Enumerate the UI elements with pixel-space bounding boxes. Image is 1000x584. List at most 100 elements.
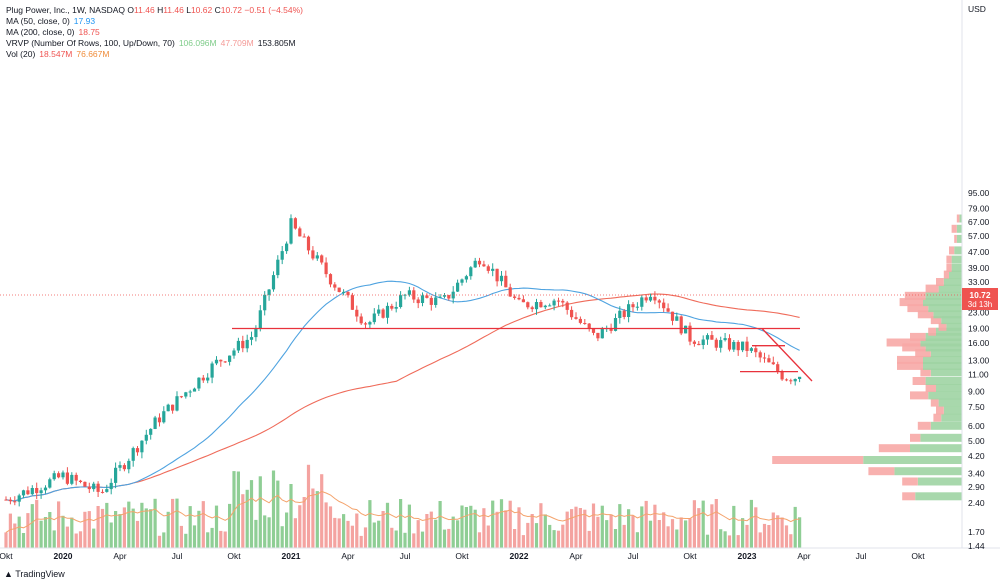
volume-bar [657, 520, 661, 548]
candle-body [166, 404, 170, 412]
volume-bar [87, 511, 91, 548]
volume-bar [548, 524, 552, 548]
candle-body [548, 305, 552, 307]
volume-bar [491, 500, 495, 548]
candle-body [618, 310, 622, 318]
symbol-title[interactable]: Plug Power, Inc., 1W, NASDAQ [6, 5, 126, 15]
price-tick-label: 23.00 [968, 307, 990, 317]
volume-bar [359, 535, 363, 548]
volume-bar [175, 498, 179, 548]
candle-body [591, 328, 596, 333]
candle-body [767, 358, 771, 363]
volume-bar [39, 520, 43, 548]
vp-down-bar [910, 391, 929, 400]
candle-body [311, 250, 315, 259]
volume-bar [570, 509, 574, 548]
candle-body [289, 218, 293, 244]
candle-body [171, 404, 175, 411]
volume-bar [670, 519, 675, 548]
candle-body [105, 489, 109, 492]
volume-bar [416, 520, 420, 548]
volume-bar [109, 522, 113, 548]
volume-bar [534, 523, 539, 548]
volume-bar [337, 518, 341, 548]
volume-bar [302, 497, 306, 548]
candle-body [583, 323, 587, 324]
vp-down-bar [928, 327, 936, 336]
legend-vrvp[interactable]: VRVP (Number Of Rows, 100, Up/Down, 70) 1… [6, 38, 296, 48]
price-tick-label: 11.00 [968, 370, 989, 380]
volume-bar [723, 531, 727, 548]
vp-down-bar [946, 255, 952, 264]
volume-bar [52, 530, 56, 548]
vp-down-bar [904, 291, 926, 300]
candle-body [74, 474, 78, 481]
vp-up-bar [925, 377, 962, 385]
price-axis[interactable]: USD95.0079.0067.0057.0047.0039.0033.0027… [968, 4, 990, 551]
vp-down-bar [915, 349, 931, 358]
volume-profile [772, 214, 962, 501]
vp-down-bar [917, 310, 934, 319]
volume-bar [600, 505, 604, 548]
price-tick-label: 67.00 [968, 217, 990, 227]
ma50-line [5, 280, 800, 502]
candle-body [635, 306, 639, 308]
volume-bar [17, 516, 21, 548]
volume-bar [258, 476, 262, 548]
candle-body [570, 309, 574, 318]
vp-down-bar [910, 332, 926, 341]
volume-bar [447, 528, 451, 548]
volume-bar [394, 530, 398, 548]
vp-down-bar [943, 270, 949, 279]
volume-bar [420, 531, 425, 548]
volume-bar [771, 512, 775, 548]
volume-bar [118, 514, 122, 548]
candle-body [179, 396, 183, 398]
candle-body [61, 472, 65, 478]
volume-bar [57, 501, 61, 548]
vp-down-bar [951, 224, 957, 233]
descending-trend-line[interactable] [761, 328, 813, 382]
tv-logo-icon: ▲ [4, 569, 13, 579]
tradingview-logo[interactable]: ▲ TradingView [4, 569, 65, 579]
candle-body [675, 316, 679, 321]
vp-up-bar [936, 383, 962, 392]
time-axis[interactable]: Okt 2020 Apr Jul Okt 2021 Apr Jul Okt 2022 Apr Jul O… [0, 551, 925, 561]
candle-body [114, 467, 118, 483]
candle-body [662, 302, 666, 309]
price-tick-label: 9.00 [968, 387, 985, 397]
volume-bar [83, 511, 87, 548]
trend-lines [232, 327, 813, 382]
vp-down-bar [954, 234, 957, 243]
volume-bar [131, 508, 135, 548]
candle-body [754, 348, 758, 353]
legend-volume[interactable]: Vol (20) 18.547M 76.667M [6, 49, 110, 59]
volume-bar [596, 516, 600, 548]
volume-bar [35, 499, 39, 548]
vp-up-bar [894, 467, 962, 476]
candle-body [539, 302, 543, 308]
vp-up-bar [956, 234, 962, 243]
candle-body [118, 465, 122, 468]
price-tick-label: 3.40 [968, 469, 985, 479]
volume-bar [635, 532, 639, 548]
candle-body [526, 302, 530, 308]
candle-body [92, 483, 96, 490]
chart-legend: Plug Power, Inc., 1W, NASDAQ O11.46 H11.… [6, 5, 303, 60]
candle-body [657, 300, 661, 303]
volume-bar [618, 504, 622, 548]
candle-body [30, 488, 34, 495]
price-tick-label: 39.00 [968, 263, 990, 273]
last-price-label: 10.72 3d 13h [962, 288, 998, 310]
candle-body [513, 296, 517, 298]
legend-ma200[interactable]: MA (200, close, 0) 18.75 [6, 27, 100, 37]
price-tick-label: 16.00 [968, 338, 990, 348]
volume-bar [254, 519, 258, 548]
time-tick-label: 2023 [738, 551, 757, 561]
volume-bar [311, 488, 315, 548]
legend-ma50[interactable]: MA (50, close, 0) 17.93 [6, 16, 96, 26]
candle-body [776, 364, 780, 372]
volume-bar [92, 528, 96, 548]
volume-bar [754, 507, 758, 548]
